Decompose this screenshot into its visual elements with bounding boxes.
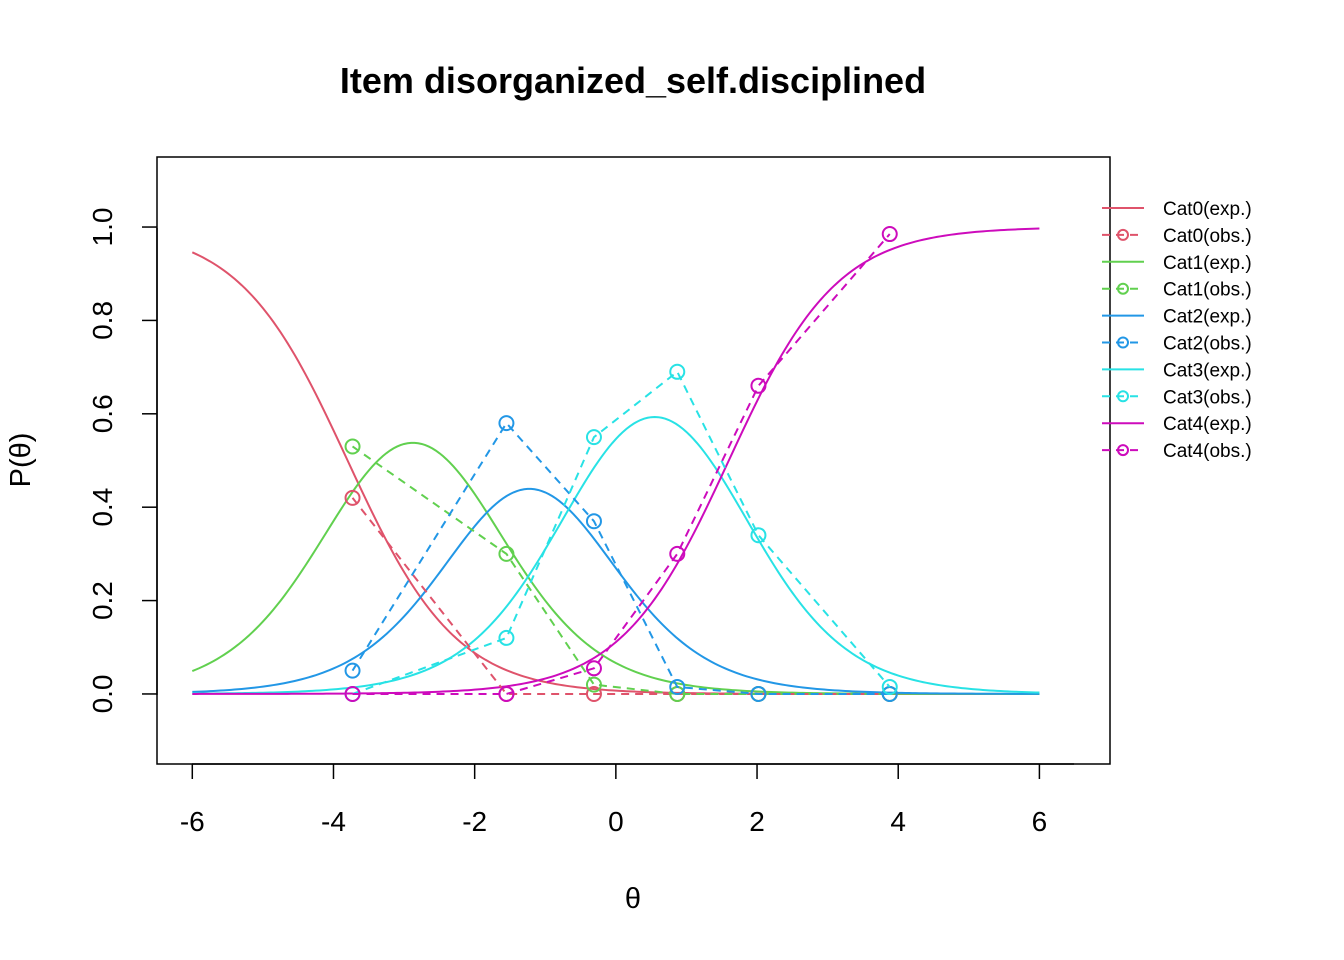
- legend-marker: [1117, 336, 1129, 349]
- plot-frame: [156, 156, 1111, 765]
- observed-series-9: [344, 226, 898, 702]
- observed-point: [585, 676, 602, 693]
- legend-label: Cat3(exp.): [1163, 360, 1252, 381]
- observed-point: [881, 226, 898, 243]
- legend-marker: [1117, 390, 1129, 403]
- observed-point: [750, 377, 767, 394]
- expected-curve-cat4: [192, 227, 1040, 695]
- observed-line: [351, 421, 890, 695]
- legend-marker: [1117, 228, 1129, 241]
- observed-point: [344, 662, 361, 679]
- legend-label: Cat0(obs.): [1163, 226, 1252, 247]
- observed-series-7: [344, 363, 898, 702]
- legend-item: Cat4(exp.): [1102, 414, 1252, 435]
- observed-point: [344, 685, 361, 702]
- x-tick-label: 2: [749, 806, 765, 837]
- observed-point: [881, 678, 898, 695]
- observed-point: [750, 685, 767, 702]
- observed-series-5: [344, 415, 898, 702]
- legend-label: Cat2(exp.): [1163, 307, 1252, 328]
- legend-item: Cat1(exp.): [1102, 253, 1252, 274]
- legend-item: Cat2(exp.): [1102, 307, 1252, 328]
- y-tick-label: 0.6: [87, 394, 118, 433]
- x-tick-label: 0: [608, 806, 624, 837]
- x-tick-label: 4: [890, 806, 906, 837]
- x-axis-label: θ: [625, 883, 641, 915]
- legend-label: Cat0(exp.): [1163, 199, 1252, 220]
- legend-label: Cat2(obs.): [1163, 334, 1252, 355]
- y-tick-label: 0.4: [87, 488, 118, 527]
- y-axis: 0.0 0.2 0.4 0.6 0.8 1.0: [87, 208, 158, 713]
- legend-item: Cat3(obs.): [1102, 387, 1252, 408]
- y-tick-label: 0.0: [87, 674, 118, 713]
- observed-point: [498, 629, 515, 646]
- expected-curve-cat2: [192, 487, 1040, 695]
- legend-label: Cat4(obs.): [1163, 441, 1252, 462]
- legend-marker: [1117, 444, 1129, 457]
- observed-line: [352, 370, 891, 695]
- legend-item: Cat2(obs.): [1102, 334, 1252, 355]
- x-tick-label: -2: [462, 806, 487, 837]
- expected-curve-cat3: [192, 416, 1040, 695]
- legend: Cat0(exp.) Cat0(obs.) Cat1(exp.) Cat1(obs.)…: [1102, 199, 1252, 462]
- observed-line: [351, 445, 890, 695]
- observed-point: [585, 429, 602, 446]
- legend-label: Cat3(obs.): [1163, 387, 1252, 408]
- observed-point: [498, 685, 515, 702]
- observed-point: [750, 527, 767, 544]
- observed-point: [498, 415, 515, 432]
- observed-point: [669, 678, 686, 695]
- observed-series-3: [344, 438, 898, 702]
- legend-label: Cat1(exp.): [1163, 253, 1252, 274]
- legend-item: Cat1(obs.): [1102, 280, 1252, 301]
- y-axis-label: P(θ): [5, 433, 37, 488]
- observed-point: [669, 545, 686, 562]
- x-tick-label: -4: [321, 806, 346, 837]
- y-tick-label: 1.0: [87, 208, 118, 247]
- observed-point: [585, 513, 602, 530]
- y-tick-label: 0.2: [87, 581, 118, 620]
- x-tick-label: -6: [180, 806, 205, 837]
- x-tick-label: 6: [1032, 806, 1048, 837]
- observed-point: [344, 489, 361, 506]
- observed-point: [881, 685, 898, 702]
- chart-title: Item disorganized_self.disciplined: [340, 60, 926, 101]
- observed-series: [344, 226, 898, 702]
- observed-point: [585, 660, 602, 677]
- legend-label: Cat4(exp.): [1163, 414, 1252, 435]
- expected-curves: [191, 227, 1040, 695]
- legend-item: Cat4(obs.): [1102, 441, 1252, 462]
- observed-point: [585, 685, 602, 702]
- legend-item: Cat0(obs.): [1102, 226, 1252, 247]
- legend-marker: [1117, 282, 1129, 295]
- observed-line: [352, 233, 891, 695]
- x-axis: -6 -4 -2 0 2 4 6: [180, 763, 1074, 837]
- legend-item: Cat3(exp.): [1102, 360, 1252, 381]
- observed-line: [351, 497, 890, 695]
- legend-item: Cat0(exp.): [1102, 199, 1252, 220]
- expected-curve-cat0: [191, 251, 1040, 695]
- observed-point: [669, 363, 686, 380]
- legend-label: Cat1(obs.): [1163, 280, 1252, 301]
- y-tick-label: 0.8: [87, 301, 118, 340]
- observed-point: [344, 438, 361, 455]
- observed-point: [498, 545, 515, 562]
